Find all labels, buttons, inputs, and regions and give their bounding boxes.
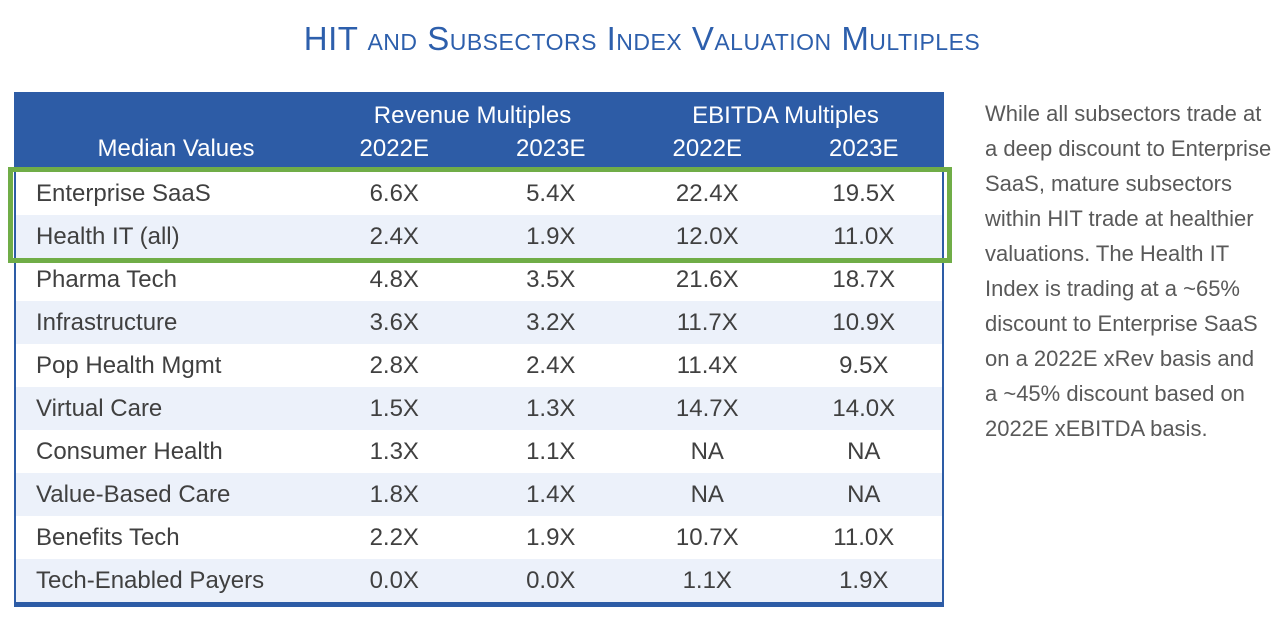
cell-rev-2023e: 1.9X (526, 523, 576, 551)
table-row-health-it-all: Health IT (all) 2.4X 1.9X 12.0X 11.0X (16, 215, 943, 258)
cell-ebitda-2022e: 12.0X (675, 222, 739, 250)
cell-rev-2022e: 1.5X (369, 394, 419, 422)
cell-ebitda-2022e: NA (690, 437, 724, 465)
header-group-row: Revenue Multiples EBITDA Multiples (16, 92, 943, 132)
table-row-enterprise-saas: Enterprise SaaS 6.6X 5.4X 22.4X 19.5X (16, 172, 943, 215)
column-group-ebitda-multiples: EBITDA Multiples (629, 92, 943, 132)
cell-ebitda-2023e: 19.5X (832, 179, 896, 207)
table-row-consumer-health: Consumer Health 1.3X 1.1X NA NA (16, 430, 943, 473)
cell-rev-2023e: 1.9X (526, 222, 576, 250)
cell-ebitda-2023e: 1.9X (839, 566, 889, 594)
header-spacer (16, 92, 316, 132)
column-header-revenue-2023e: 2023E (472, 132, 629, 172)
page-title: HIT and Subsectors Index Valuation Multi… (303, 20, 981, 57)
column-group-revenue-multiples: Revenue Multiples (316, 92, 629, 132)
row-label: Enterprise SaaS (36, 179, 211, 207)
row-label: Value-Based Care (36, 480, 231, 508)
row-label: Health IT (all) (36, 222, 180, 250)
cell-rev-2022e: 2.2X (369, 523, 419, 551)
cell-ebitda-2023e: 11.0X (833, 523, 895, 551)
cell-rev-2022e: 1.3X (369, 437, 419, 465)
cell-ebitda-2023e: 10.9X (832, 308, 896, 336)
cell-ebitda-2023e: 9.5X (839, 351, 889, 379)
cell-rev-2023e: 3.5X (526, 265, 576, 293)
table-row-value-based-care: Value-Based Care 1.8X 1.4X NA NA (16, 473, 943, 516)
cell-rev-2023e: 1.3X (526, 394, 576, 422)
row-label: Tech-Enabled Payers (36, 566, 265, 594)
valuation-table: Revenue Multiples EBITDA Multiples Media… (8, 92, 952, 607)
cell-rev-2022e: 1.8X (369, 480, 419, 508)
table-row-infrastructure: Infrastructure 3.6X 3.2X 11.7X 10.9X (16, 301, 943, 344)
commentary-text: While all subsectors trade at a deep dis… (985, 101, 1272, 441)
cell-ebitda-2022e: NA (690, 480, 724, 508)
table-row-benefits-tech: Benefits Tech 2.2X 1.9X 10.7X 11.0X (16, 516, 943, 559)
cell-rev-2022e: 4.8X (369, 265, 419, 293)
cell-rev-2023e: 1.4X (526, 480, 576, 508)
cell-rev-2023e: 3.2X (526, 308, 576, 336)
column-header-revenue-2022e: 2022E (316, 132, 473, 172)
cell-ebitda-2023e: NA (847, 437, 881, 465)
cell-ebitda-2022e: 11.4X (676, 351, 738, 379)
table-row-virtual-care: Virtual Care 1.5X 1.3X 14.7X 14.0X (16, 387, 943, 430)
cell-ebitda-2022e: 21.6X (675, 265, 739, 293)
cell-rev-2023e: 5.4X (526, 179, 576, 207)
header-sub-row: Median Values 2022E 2023E 2022E 2023E (16, 132, 943, 172)
row-label: Pharma Tech (36, 265, 177, 293)
table-body: Enterprise SaaS 6.6X 5.4X 22.4X 19.5X He… (16, 172, 943, 602)
cell-rev-2022e: 0.0X (369, 566, 419, 594)
table-row-pharma-tech: Pharma Tech 4.8X 3.5X 21.6X 18.7X (16, 258, 943, 301)
multiples-table: Revenue Multiples EBITDA Multiples Media… (16, 92, 943, 602)
row-label: Pop Health Mgmt (36, 351, 222, 379)
table-header: Revenue Multiples EBITDA Multiples Media… (16, 92, 943, 172)
cell-rev-2022e: 2.4X (369, 222, 419, 250)
cell-ebitda-2022e: 10.7X (675, 523, 739, 551)
cell-rev-2023e: 0.0X (526, 566, 576, 594)
cell-rev-2022e: 3.6X (369, 308, 419, 336)
cell-ebitda-2023e: 18.7X (832, 265, 896, 293)
cell-ebitda-2023e: 11.0X (833, 222, 895, 250)
column-header-median-values: Median Values (16, 132, 316, 172)
cell-rev-2022e: 2.8X (369, 351, 419, 379)
row-label: Consumer Health (36, 437, 223, 465)
row-label: Virtual Care (36, 394, 163, 422)
cell-ebitda-2022e: 14.7X (675, 394, 739, 422)
table-row-tech-enabled-payers: Tech-Enabled Payers 0.0X 0.0X 1.1X 1.9X (16, 559, 943, 602)
row-label: Infrastructure (36, 308, 178, 336)
column-header-ebitda-2022e: 2022E (629, 132, 786, 172)
cell-ebitda-2022e: 11.7X (676, 308, 738, 336)
table-row-pop-health-mgmt: Pop Health Mgmt 2.8X 2.4X 11.4X 9.5X (16, 344, 943, 387)
cell-rev-2023e: 2.4X (526, 351, 576, 379)
cell-ebitda-2023e: 14.0X (832, 394, 896, 422)
cell-rev-2022e: 6.6X (369, 179, 419, 207)
cell-ebitda-2023e: NA (847, 480, 881, 508)
cell-ebitda-2022e: 22.4X (675, 179, 739, 207)
cell-rev-2023e: 1.1X (526, 437, 576, 465)
column-header-ebitda-2023e: 2023E (785, 132, 943, 172)
row-label: Benefits Tech (36, 523, 180, 551)
cell-ebitda-2022e: 1.1X (682, 566, 732, 594)
